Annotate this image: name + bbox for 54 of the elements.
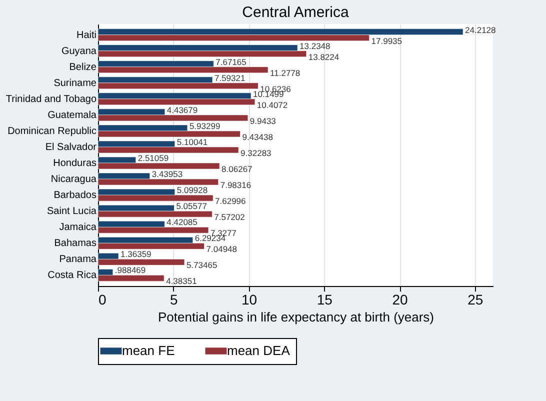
x-tick-label: 0	[98, 292, 106, 308]
data-label: 17.9935	[371, 36, 402, 46]
data-label: 5.93299	[189, 120, 220, 131]
data-label: 7.59321	[214, 72, 246, 83]
y-tick-label: El Salvador	[45, 142, 98, 153]
chart-title: Central America	[242, 4, 350, 21]
data-label: 4.42085	[166, 217, 198, 228]
data-label: 7.62996	[215, 196, 246, 206]
data-label: 7.04948	[206, 244, 238, 254]
x-axis-title: Potential gains in life expectancy at birth (years)	[158, 310, 434, 324]
x-tick-label: 25	[468, 292, 484, 308]
y-tick-label: Nicaragua	[50, 174, 97, 186]
data-label: 5.09928	[176, 185, 208, 196]
data-label: 11.2778	[270, 68, 300, 78]
data-label: 5.05577	[176, 201, 208, 212]
data-label: 7.57202	[214, 212, 246, 222]
y-tick-label: Saint Lucia	[47, 206, 97, 218]
data-label: 7.98316	[220, 180, 252, 190]
data-label: 7.67165	[216, 56, 247, 67]
data-label: .988469	[114, 265, 146, 276]
y-tick-label: Barbados	[54, 190, 96, 202]
x-tick-label: 5	[170, 292, 178, 308]
x-tick-label: 10	[241, 292, 258, 308]
y-tick-label: Costa Rica	[48, 270, 97, 282]
data-label: 24.2128	[465, 24, 496, 35]
y-tick-label: Jamaica	[59, 222, 97, 234]
y-tick-label: Belize	[69, 62, 97, 73]
y-tick-label: Dominican Republic	[8, 126, 96, 137]
data-label: 9.9433	[250, 116, 276, 126]
y-tick-label: Bahamas	[54, 238, 96, 250]
y-tick-label: Trinidad and Tobago	[6, 94, 97, 105]
y-tick-label: Haiti	[76, 30, 96, 41]
x-tick-label: 15	[316, 292, 333, 308]
data-label: 3.43953	[152, 169, 183, 180]
y-tick-label: Panama	[59, 254, 97, 266]
data-label: 2.51059	[138, 153, 169, 164]
x-tick-label: 20	[392, 292, 408, 308]
data-label: 9.43438	[242, 132, 274, 142]
data-label: 5.10041	[176, 136, 208, 147]
y-tick-label: Honduras	[53, 158, 96, 170]
data-label: 13.2348	[300, 40, 331, 51]
data-label: 4.38351	[166, 276, 198, 286]
legend-label: mean FE	[122, 343, 176, 358]
data-label: 8.06267	[222, 164, 253, 174]
y-tick-label: Guatemala	[48, 110, 97, 121]
data-label: 13.8224	[308, 52, 340, 62]
data-label: 4.43679	[166, 104, 198, 115]
data-label: 1.36359	[120, 249, 152, 260]
data-label: 5.73465	[186, 260, 218, 270]
data-label: 9.32283	[240, 148, 272, 158]
y-tick-label: Guyana	[61, 46, 97, 57]
data-label: 10.4072	[256, 100, 288, 110]
legend-label: mean DEA	[227, 343, 290, 358]
y-tick-label: Suriname	[54, 78, 97, 89]
